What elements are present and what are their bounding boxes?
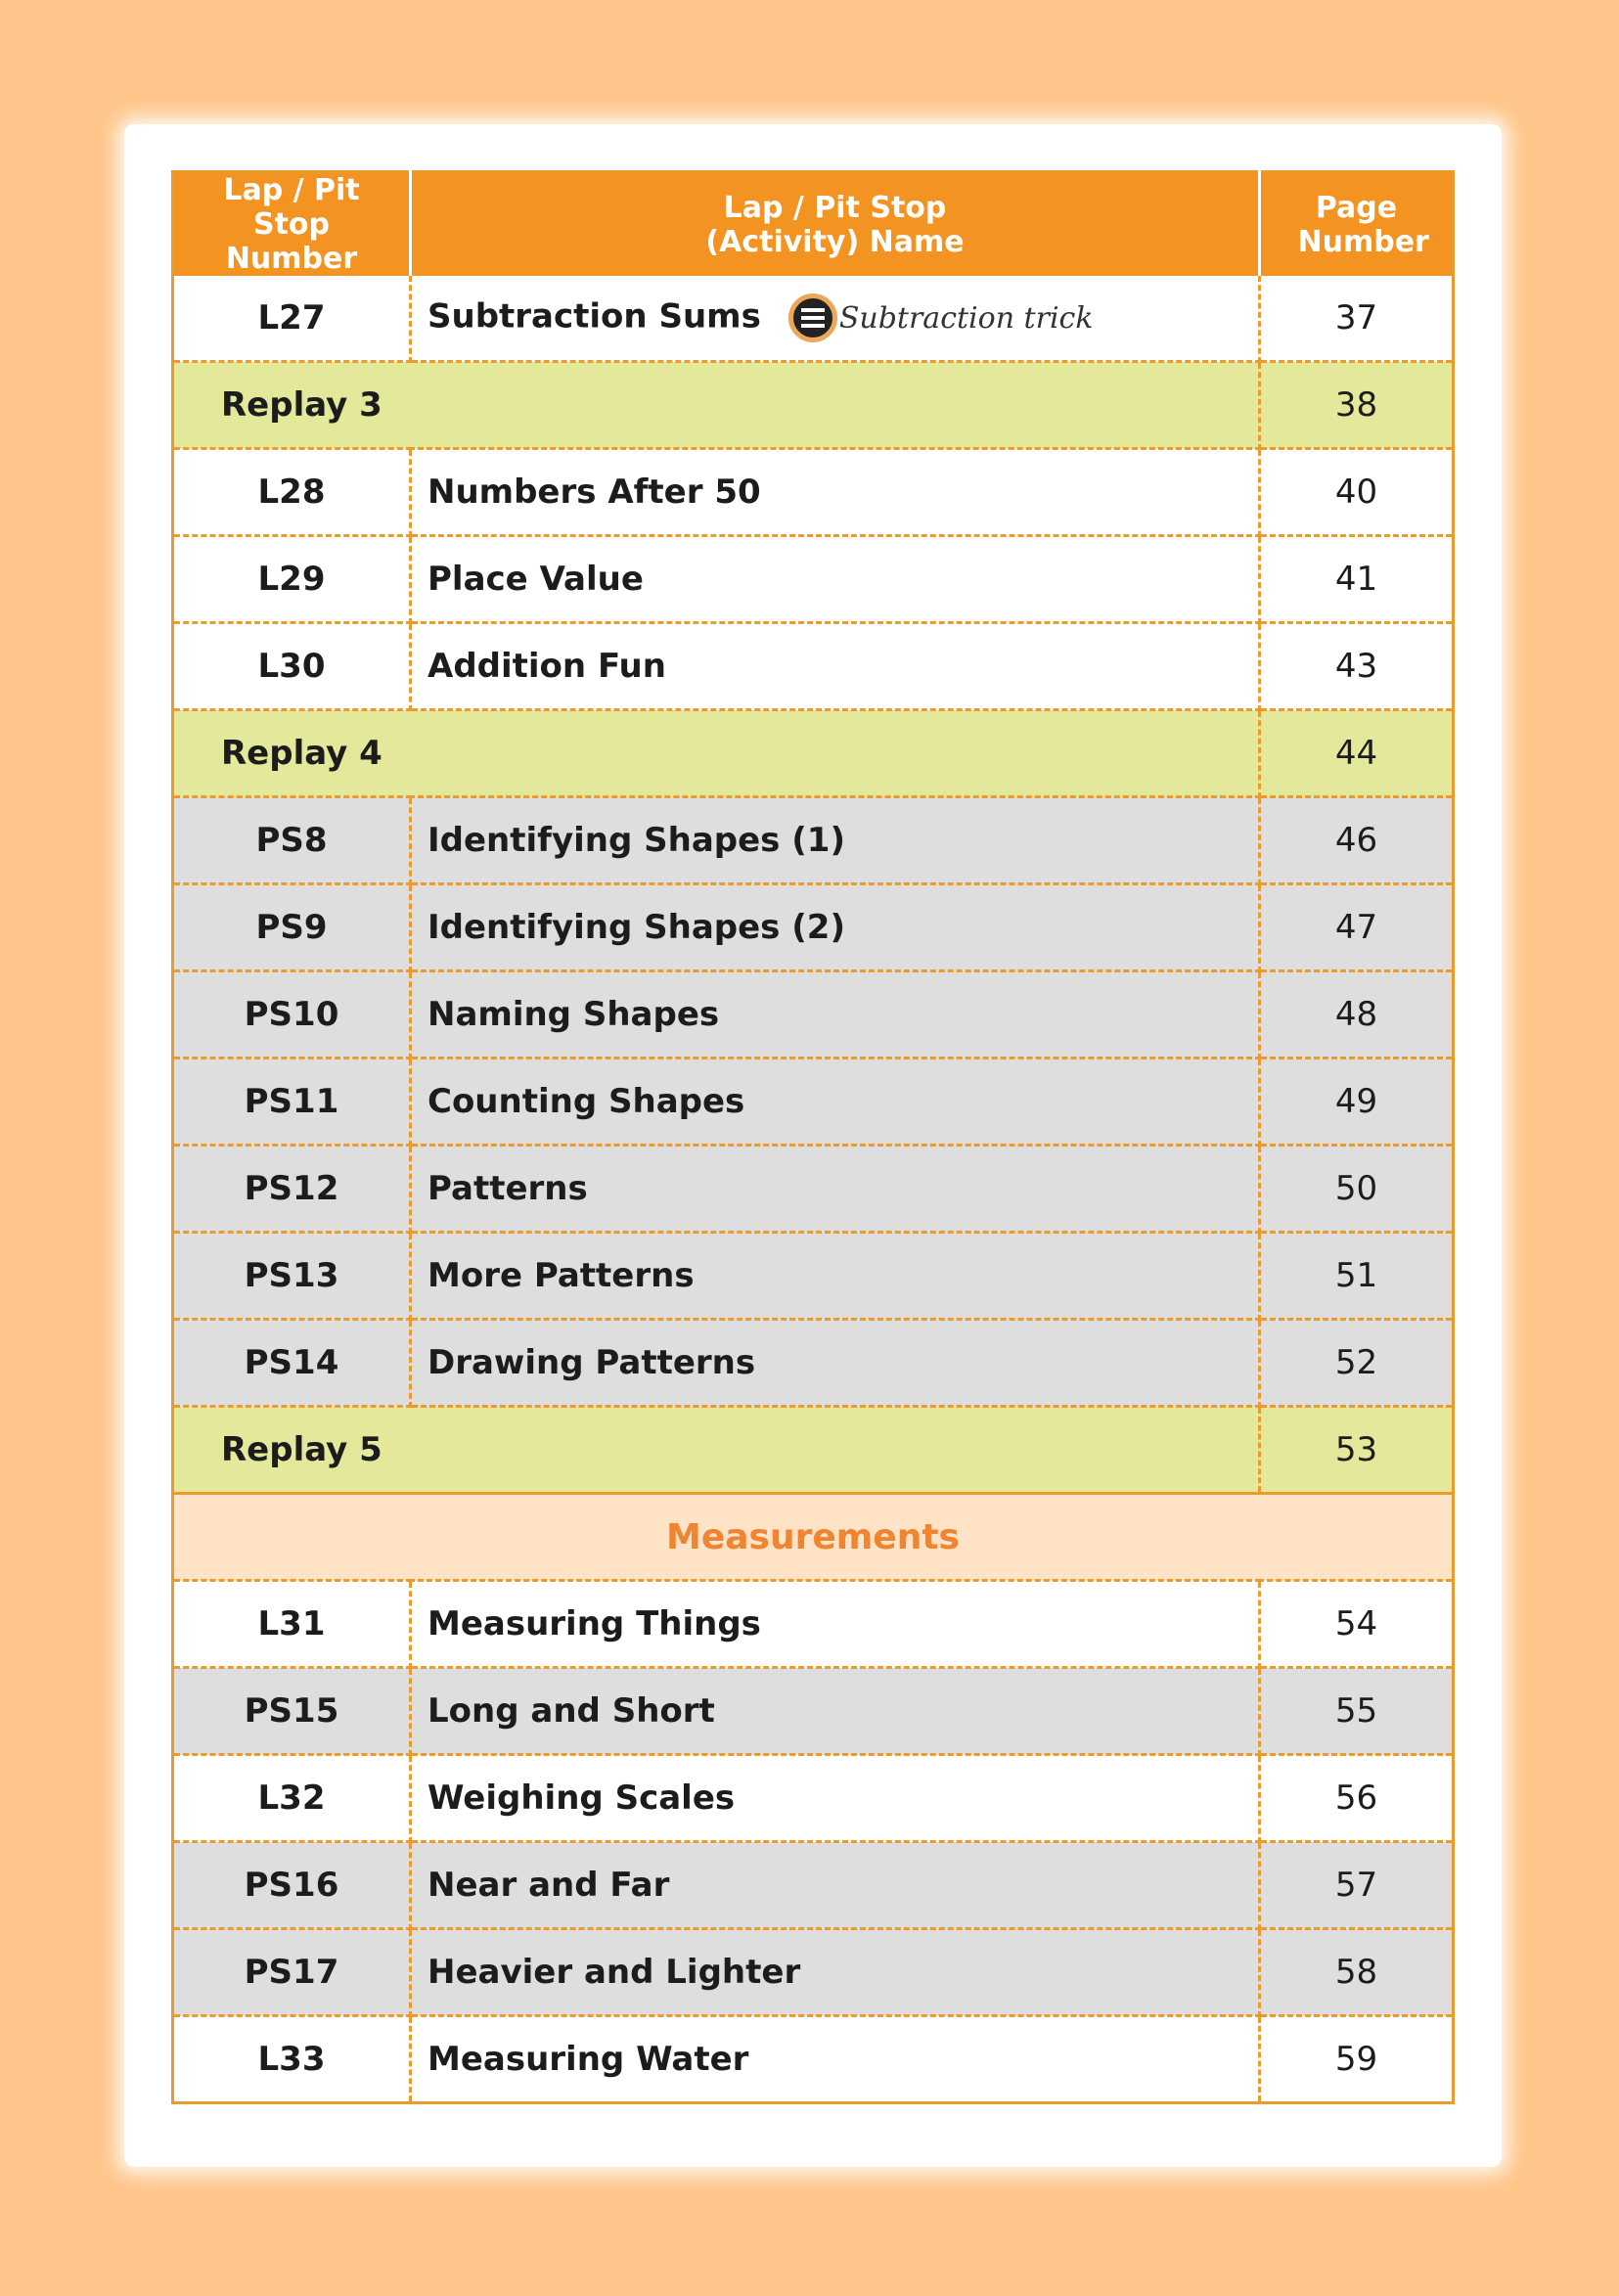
row-number: L33 (172, 2015, 412, 2103)
row-page: 43 (1259, 622, 1454, 711)
replay-page: 44 (1259, 709, 1454, 798)
table-row: L29 Place Value 41 (172, 535, 1454, 624)
row-name: Drawing Patterns (410, 1319, 1261, 1408)
section-heading-measurements: Measurements (172, 1493, 1454, 1582)
row-name: Patterns (410, 1145, 1261, 1234)
row-name: Identifying Shapes (2) (410, 883, 1261, 972)
replay-label: Replay 5 (172, 1406, 1261, 1495)
row-name: Weighing Scales (410, 1754, 1261, 1843)
replay-row: Replay 4 44 (172, 709, 1454, 798)
section-row: Measurements (172, 1493, 1454, 1582)
row-number: PS13 (172, 1232, 412, 1321)
table-row: L30 Addition Fun 43 (172, 622, 1454, 711)
table-row: L32 Weighing Scales 56 (172, 1754, 1454, 1843)
table-row: PS16 Near and Far 57 (172, 1841, 1454, 1930)
header-page: Page Number (1259, 171, 1454, 276)
row-name-text: Subtraction Sums (427, 296, 761, 337)
header-number-text: Lap / Pit Stop Number (223, 173, 360, 276)
row-number: PS16 (172, 1841, 412, 1930)
table-row: PS13 More Patterns 51 (172, 1232, 1454, 1321)
replay-label: Replay 3 (172, 361, 1261, 450)
row-name: Near and Far (410, 1841, 1261, 1930)
table-row: L27 Subtraction Sums Subtraction trick 37 (172, 276, 1454, 363)
row-number: L28 (172, 448, 412, 537)
table-row: PS9 Identifying Shapes (2) 47 (172, 883, 1454, 972)
table-row: PS17 Heavier and Lighter 58 (172, 1928, 1454, 2017)
row-page: 56 (1259, 1754, 1454, 1843)
row-number: L31 (172, 1580, 412, 1669)
replay-row: Replay 5 53 (172, 1406, 1454, 1495)
row-page: 49 (1259, 1058, 1454, 1147)
row-name: Addition Fun (410, 622, 1261, 711)
row-page: 37 (1259, 276, 1454, 363)
row-number: PS10 (172, 970, 412, 1059)
contents-table: Lap / Pit Stop Number Lap / Pit Stop (Ac… (171, 170, 1455, 2104)
row-page: 52 (1259, 1319, 1454, 1408)
table-row: L31 Measuring Things 54 (172, 1580, 1454, 1669)
header-page-text: Page Number (1297, 190, 1429, 259)
table-row: PS12 Patterns 50 (172, 1145, 1454, 1234)
row-page: 46 (1259, 796, 1454, 885)
row-number: L27 (172, 276, 412, 363)
header-name-text: Lap / Pit Stop (Activity) Name (705, 190, 965, 259)
row-name: Measuring Water (410, 2015, 1261, 2103)
row-page: 54 (1259, 1580, 1454, 1669)
replay-page: 38 (1259, 361, 1454, 450)
row-number: PS12 (172, 1145, 412, 1234)
row-page: 50 (1259, 1145, 1454, 1234)
row-name: More Patterns (410, 1232, 1261, 1321)
row-page: 59 (1259, 2015, 1454, 2103)
row-number: L29 (172, 535, 412, 624)
header-number: Lap / Pit Stop Number (172, 171, 412, 276)
row-name: Counting Shapes (410, 1058, 1261, 1147)
replay-row: Replay 3 38 (172, 361, 1454, 450)
table-row: PS14 Drawing Patterns 52 (172, 1319, 1454, 1408)
header-name: Lap / Pit Stop (Activity) Name (410, 171, 1261, 276)
replay-label: Replay 4 (172, 709, 1261, 798)
row-name: Identifying Shapes (1) (410, 796, 1261, 885)
table-row: PS10 Naming Shapes 48 (172, 970, 1454, 1059)
row-name: Numbers After 50 (410, 448, 1261, 537)
table-header: Lap / Pit Stop Number Lap / Pit Stop (Ac… (172, 171, 1454, 276)
row-name: Naming Shapes (410, 970, 1261, 1059)
row-page: 40 (1259, 448, 1454, 537)
row-number: PS8 (172, 796, 412, 885)
subtraction-trick-label: Subtraction trick (838, 300, 1094, 336)
table-row: L28 Numbers After 50 40 (172, 448, 1454, 537)
table-row: PS15 Long and Short 55 (172, 1667, 1454, 1756)
row-name: Heavier and Lighter (410, 1928, 1261, 2017)
table-row: PS11 Counting Shapes 49 (172, 1058, 1454, 1147)
row-name: Subtraction Sums Subtraction trick (410, 276, 1261, 363)
row-number: PS15 (172, 1667, 412, 1756)
table-row: L33 Measuring Water 59 (172, 2015, 1454, 2103)
row-page: 57 (1259, 1841, 1454, 1930)
row-number: L30 (172, 622, 412, 711)
row-number: PS17 (172, 1928, 412, 2017)
abacus-icon (787, 293, 837, 342)
row-page: 58 (1259, 1928, 1454, 2017)
row-number: PS9 (172, 883, 412, 972)
row-page: 47 (1259, 883, 1454, 972)
replay-page: 53 (1259, 1406, 1454, 1495)
row-page: 55 (1259, 1667, 1454, 1756)
subtraction-trick-tag: Subtraction trick (787, 293, 1094, 342)
row-name: Long and Short (410, 1667, 1261, 1756)
row-number: L32 (172, 1754, 412, 1843)
row-page: 41 (1259, 535, 1454, 624)
row-number: PS14 (172, 1319, 412, 1408)
table-row: PS8 Identifying Shapes (1) 46 (172, 796, 1454, 885)
row-number: PS11 (172, 1058, 412, 1147)
row-name: Measuring Things (410, 1580, 1261, 1669)
row-page: 48 (1259, 970, 1454, 1059)
row-page: 51 (1259, 1232, 1454, 1321)
row-name: Place Value (410, 535, 1261, 624)
